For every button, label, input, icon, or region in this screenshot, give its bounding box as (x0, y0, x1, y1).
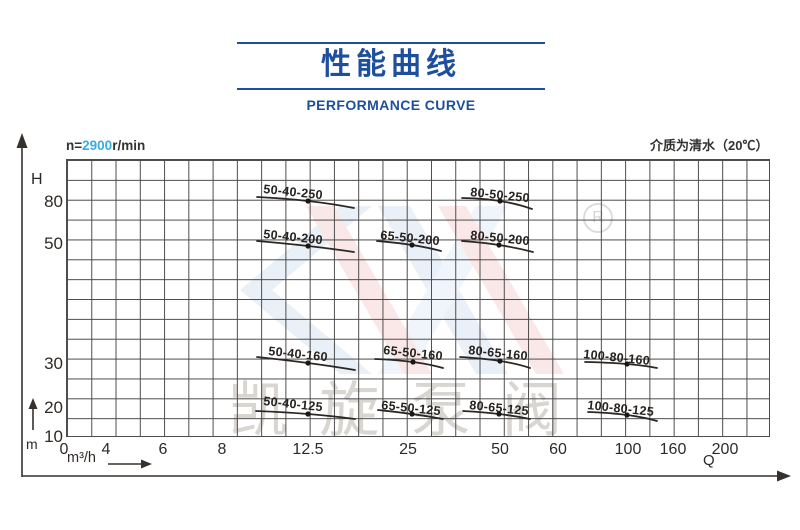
x-tick-160: 160 (659, 441, 687, 458)
plot-grid (66, 159, 770, 437)
speed-note: n=2900r/min (66, 138, 145, 153)
x-tick-12.5: 12.5 (292, 441, 324, 458)
curve-label-50-40-160: 50-40-160 (268, 344, 329, 364)
curve-label-80-65-125: 80-65-125 (469, 398, 530, 418)
y-axis-unit: m (26, 436, 38, 452)
duty-point-80-65-160 (497, 358, 503, 364)
curve-label-80-50-250: 80-50-250 (470, 185, 531, 205)
duty-point-100-80-160 (624, 361, 630, 367)
x-tick-50: 50 (491, 441, 509, 458)
y-axis-arrow-icon (16, 133, 28, 148)
curve-label-65-50-160: 65-50-160 (383, 343, 444, 363)
medium-note: 介质为清水（20℃） (650, 138, 769, 153)
curve-label-100-80-125: 100-80-125 (587, 398, 655, 419)
header: 性能曲线 PERFORMANCE CURVE (237, 42, 545, 113)
duty-point-50-40-160 (305, 360, 311, 366)
duty-point-65-50-200 (409, 242, 415, 248)
duty-point-80-50-200 (496, 242, 502, 248)
x-tick-6: 6 (158, 441, 168, 458)
duty-point-65-50-160 (410, 359, 416, 365)
duty-point-50-40-250 (305, 198, 311, 204)
speed-value: 2900 (82, 138, 113, 153)
x-axis-arrow-icon (777, 470, 791, 482)
flow-arrow-icon (141, 459, 152, 469)
x-axis-unit: m³/h (67, 450, 96, 466)
curve-label-65-50-200: 65-50-200 (380, 228, 441, 248)
curve-label-50-40-125: 50-40-125 (263, 394, 324, 414)
x-tick-60: 60 (549, 441, 567, 458)
duty-point-80-50-250 (497, 198, 503, 204)
title-rule-bottom (237, 87, 545, 90)
x-tick-200: 200 (711, 441, 739, 458)
page-title: 性能曲线 (321, 48, 461, 81)
y-tick-30: 30 (44, 354, 63, 373)
speed-prefix: n= (66, 138, 83, 153)
curve-label-80-65-160: 80-65-160 (468, 343, 529, 363)
y-axis-title: H (31, 171, 43, 188)
duty-point-50-40-125 (305, 411, 311, 417)
x-axis-symbol: Q (703, 452, 715, 469)
curve-label-50-40-250: 50-40-250 (263, 182, 324, 202)
m-axis-arrow-icon (28, 398, 38, 409)
curve-label-80-50-200: 80-50-200 (470, 228, 531, 248)
duty-point-50-40-200 (305, 243, 311, 249)
curve-label-100-80-160: 100-80-160 (583, 347, 651, 368)
y-tick-20: 20 (44, 398, 63, 417)
x-tick-4: 4 (101, 441, 111, 458)
y-tick-80: 80 (44, 192, 63, 211)
speed-suffix: r/min (112, 138, 146, 153)
title-rule-top (237, 42, 545, 44)
y-tick-10: 10 (44, 427, 63, 446)
page-subtitle: PERFORMANCE CURVE (306, 96, 476, 113)
curve-label-50-40-200: 50-40-200 (263, 227, 324, 247)
duty-point-65-50-125 (409, 411, 415, 417)
x-tick-0: 0 (59, 441, 69, 458)
curve-label-65-50-125: 65-50-125 (381, 398, 442, 418)
duty-point-80-65-125 (496, 411, 502, 417)
duty-point-100-80-125 (624, 412, 630, 418)
y-tick-50: 50 (44, 234, 63, 253)
x-tick-100: 100 (614, 441, 642, 458)
x-tick-8: 8 (217, 441, 227, 458)
x-tick-25: 25 (399, 441, 417, 458)
